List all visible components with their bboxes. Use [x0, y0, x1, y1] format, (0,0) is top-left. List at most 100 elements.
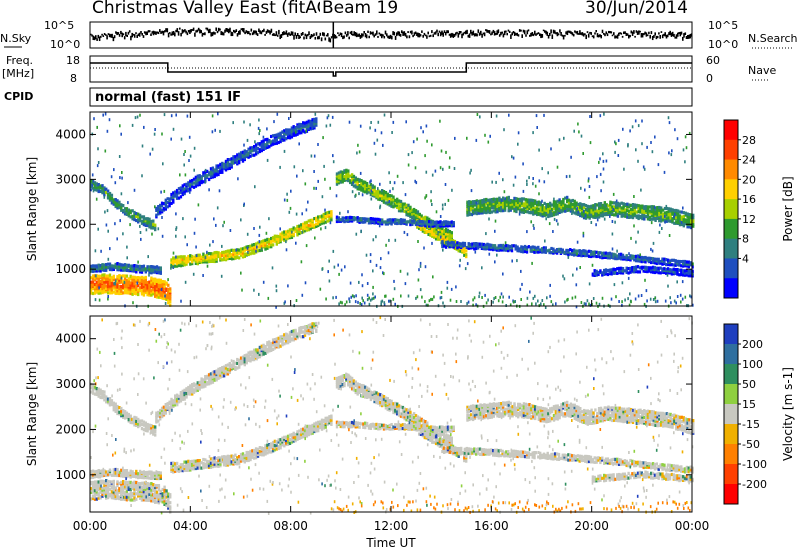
echo-cell	[142, 483, 146, 487]
echo-cell	[530, 205, 533, 209]
echo-cell	[358, 184, 361, 188]
echo-cell	[270, 243, 273, 247]
echo-cell	[138, 276, 142, 280]
near-range-cell	[389, 299, 392, 303]
echo-cell	[196, 253, 199, 257]
noise-sky-mark	[113, 35, 116, 39]
near-range-cell	[388, 299, 390, 303]
echo-cell	[138, 280, 142, 284]
echo-cell	[669, 216, 672, 220]
echo-cell	[584, 204, 588, 208]
echo-cell	[95, 276, 98, 280]
echo-cell	[503, 208, 507, 212]
noise-sky-mark	[512, 31, 515, 34]
noise-sky-mark	[195, 30, 197, 33]
echo-cell	[658, 213, 661, 217]
echo-cell	[137, 266, 140, 270]
echo-cell	[179, 255, 183, 259]
echo-cell	[137, 476, 140, 480]
echo-cell	[129, 493, 132, 497]
echo-cell	[418, 217, 421, 221]
echo-cell	[655, 257, 658, 261]
speckle-cell	[529, 290, 531, 294]
speckle-cell	[631, 125, 634, 129]
echo-cell	[569, 252, 572, 256]
echo-cell	[621, 253, 625, 257]
echo-cell	[154, 223, 157, 227]
echo-cell	[532, 203, 535, 207]
echo-cell	[416, 210, 420, 214]
echo-cell	[116, 278, 119, 283]
echo-cell	[133, 266, 136, 270]
echo-cell	[448, 230, 452, 234]
echo-cell	[656, 208, 659, 212]
noise-sky-mark	[572, 33, 575, 37]
echo-cell	[146, 281, 149, 285]
echo-cell	[477, 199, 480, 204]
echo-cell	[613, 201, 616, 205]
echo-cell	[247, 245, 250, 249]
speckle-cell	[97, 227, 99, 231]
echo-cell	[106, 262, 110, 266]
echo-cell	[142, 276, 146, 280]
speckle-cell	[120, 192, 123, 196]
echo-cell	[471, 212, 475, 216]
noise-sky-mark	[309, 35, 312, 40]
speckle-cell	[500, 292, 503, 296]
echo-cell	[106, 494, 110, 498]
echo-cell	[479, 207, 482, 211]
echo-cell	[631, 268, 634, 272]
echo-cell	[142, 492, 146, 496]
speckle-cell	[180, 299, 182, 303]
echo-cell	[619, 269, 623, 273]
speckle-cell	[212, 240, 214, 244]
echo-cell	[470, 203, 473, 207]
echo-cell	[307, 124, 310, 128]
near-range-cell	[621, 300, 623, 304]
echo-cell	[609, 207, 612, 211]
speckle-cell	[295, 130, 297, 134]
echo-cell	[217, 251, 220, 255]
speckle-cell	[273, 120, 275, 124]
speckle-cell	[570, 155, 572, 159]
noise-sky-mark	[209, 28, 211, 33]
near-range-cell	[564, 300, 566, 304]
echo-cell	[169, 293, 172, 297]
speckle-cell	[579, 266, 581, 269]
speckle-cell	[609, 214, 611, 218]
speckle-cell	[271, 266, 274, 270]
echo-cell	[371, 217, 374, 221]
echo-cell	[120, 474, 123, 478]
echo-cell	[150, 484, 153, 488]
echo-cell	[198, 178, 201, 182]
speckle-cell	[441, 203, 444, 207]
near-range-cell	[392, 297, 395, 301]
noise-sky-mark	[207, 29, 210, 34]
noise-sky-mark	[373, 34, 375, 38]
echo-cell	[266, 237, 269, 241]
echo-cell	[91, 489, 95, 493]
speckle-cell	[355, 232, 358, 236]
echo-cell	[640, 257, 643, 261]
noise-sky-mark	[606, 33, 609, 37]
echo-cell	[167, 506, 170, 510]
noise-sky-mark	[546, 31, 549, 36]
noise-sky-mark	[177, 31, 180, 36]
echo-cell	[573, 203, 576, 207]
speckle-cell	[301, 293, 304, 297]
echo-cell	[490, 206, 494, 210]
noise-sky-mark	[636, 31, 639, 35]
echo-cell	[163, 501, 166, 505]
echo-cell	[606, 252, 610, 256]
echo-cell	[621, 269, 625, 273]
echo-cell	[511, 202, 514, 206]
echo-cell	[137, 481, 140, 486]
echo-cell	[682, 269, 685, 273]
speckle-cell	[259, 129, 261, 132]
noise-sky-mark	[230, 31, 233, 37]
echo-cell	[651, 260, 655, 264]
echo-cell	[161, 288, 164, 292]
noise-sky-mark	[404, 32, 407, 37]
echo-cell	[335, 182, 339, 186]
echo-cell	[144, 278, 147, 282]
